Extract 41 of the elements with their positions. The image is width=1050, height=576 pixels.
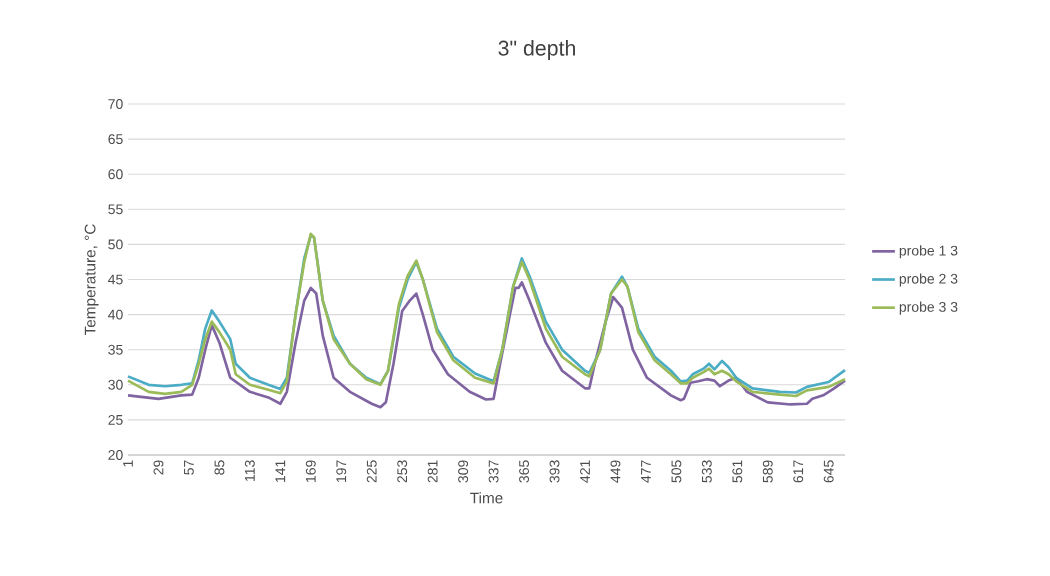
x-tick-label: 197 <box>336 460 347 482</box>
x-tick-label: 85 <box>214 460 225 475</box>
y-tick-label: 60 <box>108 169 123 180</box>
legend-label: probe 1 3 <box>899 245 958 259</box>
y-tick-label: 50 <box>108 239 123 250</box>
x-tick-label: 477 <box>641 460 651 483</box>
x-tick-label: 29 <box>153 460 164 475</box>
y-axis-title: Temperature, °C <box>84 224 99 336</box>
x-tick-label: 645 <box>823 460 834 483</box>
x-tick-label: 393 <box>549 460 560 483</box>
y-tick-label: 25 <box>108 414 123 425</box>
y-tick-label: 45 <box>108 274 123 285</box>
x-tick-label: 57 <box>184 460 194 475</box>
x-tick-label: 253 <box>397 460 408 483</box>
y-tick-label: 35 <box>108 344 123 355</box>
x-tick-label: 141 <box>275 460 286 482</box>
x-tick-label: 1 <box>123 460 133 467</box>
y-tick-label: 30 <box>108 379 123 390</box>
x-tick-label: 505 <box>671 460 682 483</box>
x-tick-label: 113 <box>244 460 255 481</box>
x-tick-label: 421 <box>580 460 590 483</box>
y-tick-label: 20 <box>108 450 123 460</box>
y-tick-label: 55 <box>108 204 123 215</box>
x-tick-label: 561 <box>732 460 743 483</box>
y-tick-label: 70 <box>108 99 123 109</box>
x-tick-label: 309 <box>458 460 469 483</box>
x-tick-label: 169 <box>305 460 316 482</box>
x-tick-label: 365 <box>519 460 530 483</box>
x-tick-label: 281 <box>427 460 438 483</box>
y-tick-label: 40 <box>108 309 123 320</box>
x-tick-label: 617 <box>793 460 804 483</box>
y-tick-label: 65 <box>108 134 123 145</box>
x-tick-label: 225 <box>366 460 377 483</box>
x-tick-label: 337 <box>488 460 499 483</box>
legend-label: probe 3 3 <box>899 301 958 315</box>
x-tick-label: 533 <box>701 460 712 483</box>
legend-label: probe 2 3 <box>899 273 958 287</box>
x-tick-label: 589 <box>762 460 773 483</box>
chart-title: 3" depth <box>498 40 575 60</box>
x-axis-title: Time <box>470 492 503 504</box>
x-tick-label: 449 <box>610 460 621 483</box>
